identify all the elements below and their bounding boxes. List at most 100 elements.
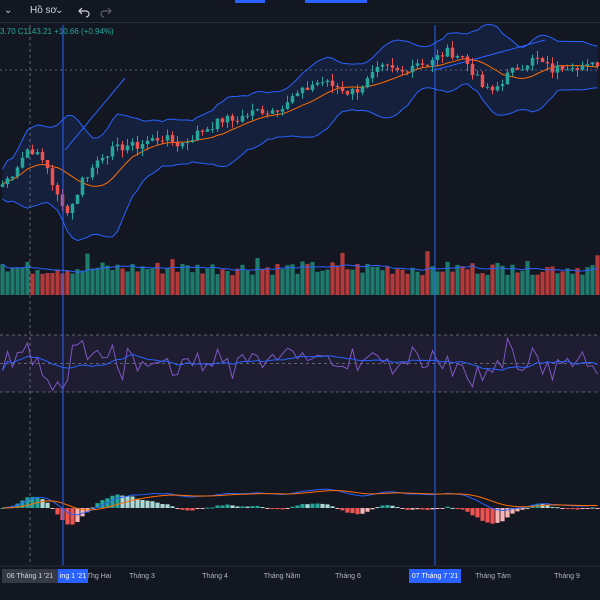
candle-body (560, 65, 565, 70)
macd-histogram-bar (285, 508, 290, 509)
volume-bar (0, 264, 5, 295)
macd-histogram-bar (155, 502, 160, 508)
volume-bar (155, 262, 160, 295)
volume-bar (530, 274, 535, 295)
macd-histogram-bar (500, 508, 505, 522)
candle-body (85, 177, 90, 179)
macd-line (2, 488, 598, 516)
macd-histogram-bar (440, 508, 445, 509)
macd-histogram-bar (290, 506, 295, 508)
volume-bar (575, 268, 580, 295)
volume-bar (115, 264, 120, 295)
macd-histogram-bar (350, 508, 355, 514)
volume-bar (70, 273, 75, 295)
volume-bar (565, 268, 570, 295)
candle-body (485, 86, 490, 88)
macd-histogram-bar (380, 505, 385, 508)
macd-histogram-bar (580, 508, 585, 510)
volume-bar (560, 271, 565, 295)
macd-histogram-bar (110, 495, 115, 508)
macd-histogram-bar (320, 503, 325, 508)
volume-bar (200, 273, 205, 295)
volume-bar (150, 268, 155, 295)
candle-body (400, 69, 405, 72)
macd-histogram-bar (445, 506, 450, 508)
candle-body (540, 58, 545, 63)
macd-histogram-bar (235, 506, 240, 508)
macd-histogram-bar (330, 506, 335, 508)
candle-body (340, 87, 345, 91)
macd-histogram-bar (295, 505, 300, 508)
candle-body (590, 62, 595, 65)
volume-bar (145, 268, 150, 295)
layout-label[interactable]: Hồ sơ (30, 5, 58, 16)
volume-bar (550, 266, 555, 295)
macd-histogram-bar (555, 507, 560, 509)
macd-histogram-bar (80, 508, 85, 517)
volume-bar (345, 269, 350, 295)
undo-icon[interactable] (78, 5, 90, 21)
macd-histogram-bar (220, 505, 225, 508)
volume-bar (590, 265, 595, 295)
macd-histogram-bar (175, 508, 180, 509)
volume-bar (225, 271, 230, 295)
volume-bar (40, 273, 45, 295)
volume-bar (25, 261, 30, 295)
candle-body (565, 69, 570, 71)
date-badge-mid: ing 1 '21 (60, 573, 86, 580)
volume-bar (5, 271, 10, 295)
volume-bar (535, 274, 540, 295)
candle-body (420, 63, 425, 65)
macd-histogram-bar (395, 507, 400, 509)
volume-bar (350, 269, 355, 295)
candle-body (350, 88, 355, 95)
macd-histogram-bar (25, 497, 30, 508)
macd-histogram-bar (315, 503, 320, 508)
chevron-down-icon[interactable]: ⌄ (55, 5, 64, 16)
volume-bar (585, 267, 590, 295)
candle-body (245, 115, 250, 117)
macd-histogram-bar (170, 506, 175, 508)
candle-body (240, 115, 245, 122)
volume-bar (480, 273, 485, 295)
date-badge-left-bg (2, 569, 58, 583)
volume-bar (450, 271, 455, 295)
candle-body (10, 176, 15, 179)
macd-histogram-bar (165, 504, 170, 508)
macd-histogram-bar (505, 508, 510, 518)
volume-bar (495, 262, 500, 295)
candle-body (95, 160, 100, 168)
candle-body (380, 64, 385, 67)
volume-bar (180, 264, 185, 295)
interval-dropdown-caret[interactable]: ⌄ (4, 5, 13, 16)
volume-bar (20, 267, 25, 295)
candle-body (390, 65, 395, 68)
macd-histogram-bar (335, 508, 340, 509)
volume-bar (425, 251, 430, 295)
volume-bar (420, 274, 425, 295)
macd-histogram-bar (510, 508, 515, 514)
macd-histogram-bar (100, 500, 105, 508)
time-axis-label: Tháng Năm (264, 573, 301, 580)
volume-bar (385, 266, 390, 295)
macd-histogram-bar (270, 508, 275, 509)
trend-line-2 (434, 39, 546, 71)
candle-body (450, 47, 455, 58)
redo-icon[interactable] (100, 5, 112, 21)
volume-bar (195, 264, 200, 295)
rsi-line (2, 336, 598, 392)
candle-body (105, 156, 110, 158)
volume-bar (45, 272, 50, 295)
candle-body (135, 141, 140, 149)
volume-bar (190, 272, 195, 295)
macd-histogram-bar (560, 508, 565, 509)
volume-bar (515, 272, 520, 295)
candle-body (595, 62, 600, 67)
macd-histogram-bar (420, 508, 425, 510)
macd-histogram-bar (575, 508, 580, 510)
macd-histogram-bar (250, 506, 255, 508)
macd-histogram-bar (265, 508, 270, 509)
volume-bar (510, 264, 515, 295)
candle-body (305, 87, 310, 90)
